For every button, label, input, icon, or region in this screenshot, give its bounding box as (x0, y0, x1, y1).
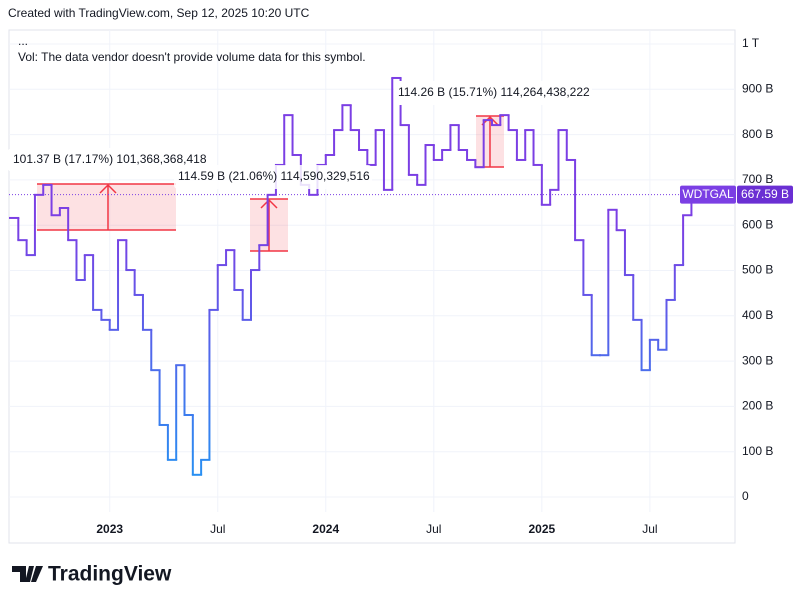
menu-dots[interactable]: ... (18, 34, 28, 48)
measure-arrow (260, 198, 278, 251)
annotation: 101.37 B (17.17%) 101,368,368,418 (13, 152, 207, 166)
y-tick-label: 0 (742, 489, 749, 503)
annotation: 114.59 B (21.06%) 114,590,329,516 (178, 169, 370, 183)
y-tick-label: 500 B (742, 263, 773, 277)
logo-text: TradingView (48, 563, 172, 586)
y-tick-label: 800 B (742, 127, 773, 141)
logo: TradingView (12, 563, 172, 586)
last-value-name: WDTGAL (682, 187, 734, 201)
y-tick-label: 900 B (742, 81, 773, 95)
annotation-bg (394, 81, 592, 105)
annotation-bg (174, 165, 372, 189)
annotation: 114.26 B (15.71%) 114,264,438,222 (398, 85, 590, 99)
volume-note: Vol: The data vendor doesn't provide vol… (18, 50, 366, 64)
last-value-label-bg (737, 185, 793, 204)
measures (37, 115, 504, 252)
annotation-bg (8, 148, 178, 172)
measure-box (37, 184, 176, 230)
plot-frame (8, 29, 736, 544)
measure-arrow (99, 183, 117, 230)
logo-icon (12, 566, 43, 582)
x-tick-label: 2025 (528, 522, 555, 536)
x-tick-label: Jul (210, 522, 225, 536)
x-tick-label: Jul (642, 522, 657, 536)
last-value-label: 667.59 B (741, 187, 789, 201)
y-tick-label: 400 B (742, 308, 773, 322)
x-tick-label: 2024 (312, 522, 339, 536)
y-tick-label: 700 B (742, 172, 773, 186)
y-tick-label: 200 B (742, 399, 773, 413)
y-tick-label: 600 B (742, 217, 773, 231)
y-tick-label: 1 T (742, 36, 760, 50)
x-tick-label: 2023 (96, 522, 123, 536)
created-note: Created with TradingView.com, Sep 12, 20… (8, 6, 310, 20)
last-value-name-bg (680, 185, 736, 204)
y-tick-label: 300 B (742, 353, 773, 367)
x-tick-label: Jul (426, 522, 441, 536)
y-tick-label: 100 B (742, 444, 773, 458)
